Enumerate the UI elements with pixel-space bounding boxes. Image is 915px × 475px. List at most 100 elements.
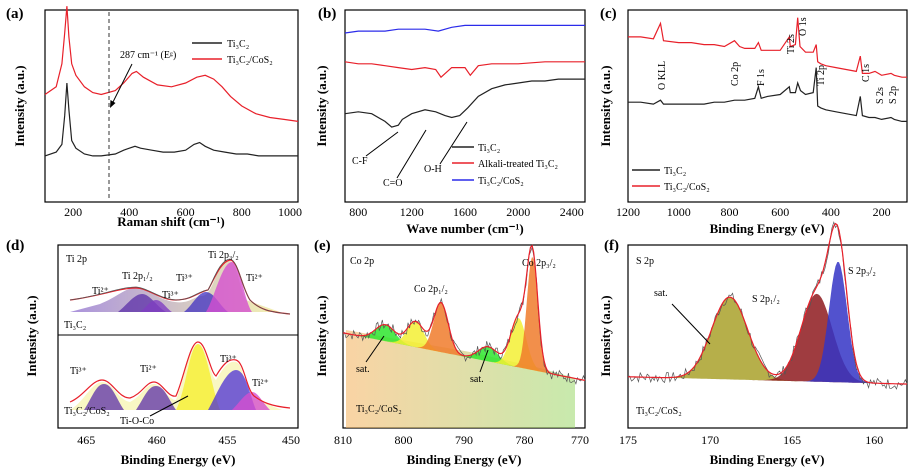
panel-c-xlabel: Binding Energy (eV) <box>710 221 825 236</box>
raw-spectrum <box>627 221 908 390</box>
panel-a-arrowhead <box>110 100 116 108</box>
panel-f-label-2p32: S 2p₃/₂ <box>848 266 876 277</box>
panel-a-series <box>44 6 299 157</box>
panel-c-frame <box>627 9 908 203</box>
panel-e-xtick: 800 <box>395 433 413 447</box>
panel-b-arrow-oh <box>439 121 468 165</box>
panel-d-lower-label: Ti²⁺ <box>252 378 269 389</box>
panel-d-upper-label: Ti²⁺ <box>92 286 109 297</box>
panel-a-legend: Ti₃C₂ Ti₃C₂/CoS₂ <box>192 39 273 66</box>
panel-d-lower-peak <box>136 386 176 410</box>
panel-a: (a) Intensity (a.u.) Raman shift (cm⁻¹) … <box>6 6 302 229</box>
panel-a-ylabel: Intensity (a.u.) <box>12 65 27 146</box>
legend-label: Ti₃C₂ <box>664 166 686 177</box>
peak-fill-5 <box>343 256 585 381</box>
legend-label: Ti₃C₂ <box>478 143 500 154</box>
peak-label: Ti 2s <box>786 34 797 54</box>
panel-e-title: Co 2p <box>350 256 374 267</box>
panel-d-lower-label: Ti-O-Co <box>120 416 154 427</box>
peak-label: O 1s <box>798 17 809 36</box>
panel-d-lower-peaks <box>69 341 291 410</box>
panel-b-label: (b) <box>318 6 336 22</box>
panel-f-label-sat: sat. <box>654 288 668 299</box>
series-line-1 <box>628 17 907 78</box>
panel-f-xticks: 175 170 165 160 <box>619 433 883 447</box>
panel-b-xtick: 2400 <box>560 205 584 219</box>
panel-d-upper-peak <box>206 262 252 312</box>
panel-d-arrow <box>149 395 189 417</box>
panel-b: (b) Intensity (a.u.) Wave number (cm⁻¹) … <box>314 6 586 236</box>
panel-a-xtick: 400 <box>120 205 138 219</box>
panel-d-upper-peaks <box>69 258 291 315</box>
panel-b-xtick: 2000 <box>506 205 530 219</box>
panel-d-upper-label: Ti³⁺ <box>176 273 193 284</box>
series-line-1 <box>344 61 585 79</box>
panel-e-label-sat1: sat. <box>356 364 370 375</box>
panel-b-arrow-co <box>396 129 427 179</box>
panel-e-xtick: 790 <box>455 433 473 447</box>
peak-label: O KLL <box>657 61 668 90</box>
panel-e-xtick: 810 <box>334 433 352 447</box>
panel-e-background-fill <box>346 330 575 428</box>
panel-e-xticks: 810 800 790 780 770 <box>334 433 589 447</box>
panel-f-frame <box>627 244 908 429</box>
panel-d-lower-peak <box>176 344 220 410</box>
panel-e-label-2p32: Co 2p₃/₂ <box>522 258 556 269</box>
panel-d-xtick: 465 <box>77 433 95 447</box>
legend-label: Ti₃C₂/CoS₂ <box>478 176 524 187</box>
panel-d-label: (d) <box>6 238 24 254</box>
panel-a-frame <box>44 9 299 203</box>
panel-b-xticks: 800 1200 1600 2000 2400 <box>349 205 583 219</box>
panel-d-upper-label: Ti 2p₁/₂ <box>122 271 153 282</box>
panel-c-xtick: 400 <box>822 205 840 219</box>
panel-f-xtick: 160 <box>865 433 883 447</box>
panel-b-frame <box>344 9 586 203</box>
panel-c-label: (c) <box>600 6 617 22</box>
peak-label: Co 2p <box>730 62 741 86</box>
panel-d-xlabel: Binding Energy (eV) <box>121 452 236 467</box>
panel-c-legend: Ti₃C₂ Ti₃C₂/CoS₂ <box>632 166 710 193</box>
panel-d-upper-label: Ti 2p₃/₂ <box>208 250 239 261</box>
panel-a-label: (a) <box>6 6 24 22</box>
panel-b-xtick: 1200 <box>400 205 424 219</box>
panel-a-annotation: 287 cm⁻¹ (Eᵍ) <box>120 50 176 61</box>
series-line-0 <box>628 67 907 123</box>
panel-b-annotation-co: C=O <box>383 178 403 189</box>
panel-d-xtick: 455 <box>218 433 236 447</box>
panel-e: (e) Intensity (a.u.) Binding Energy (eV)… <box>314 238 589 467</box>
panel-c-series <box>628 17 907 123</box>
series-line-0 <box>344 78 585 128</box>
panel-f-xlabel: Binding Energy (eV) <box>710 452 825 467</box>
panel-c-ylabel: Intensity (a.u.) <box>598 65 613 146</box>
peak-label: S 2s <box>875 87 886 104</box>
panel-b-xlabel: Wave number (cm⁻¹) <box>406 221 523 236</box>
panel-e-label: (e) <box>314 238 331 254</box>
panel-b-ylabel: Intensity (a.u.) <box>314 65 329 146</box>
panel-d-upper-label: Ti²⁺ <box>246 273 263 284</box>
panel-f-ylabel: Intensity (a.u.) <box>598 295 613 376</box>
panel-b-xtick: 1600 <box>453 205 477 219</box>
panel-d-lower-label: Ti²⁺ <box>140 364 157 375</box>
panel-a-xtick: 600 <box>177 205 195 219</box>
panel-f-sample: Ti₃C₂/CoS₂ <box>636 406 682 417</box>
fit-envelope <box>628 222 908 385</box>
panel-d-xticks: 465 460 455 450 <box>77 433 300 447</box>
panel-e-ylabel: Intensity (a.u.) <box>314 295 329 376</box>
legend-label: Ti₃C₂/CoS₂ <box>664 182 710 193</box>
panel-a-xtick: 800 <box>233 205 251 219</box>
panel-d-lower-label: Ti³⁺ <box>70 366 87 377</box>
peak-label: C 1s <box>861 64 872 82</box>
panel-a-xticks: 200 400 600 800 1000 <box>64 205 302 219</box>
peak-label: F 1s <box>756 69 767 86</box>
panel-b-legend: Ti₃C₂ Alkali-treated Ti₃C₂ Ti₃C₂/CoS₂ <box>452 143 558 187</box>
panel-d-upper-label: Ti³⁺ <box>162 290 179 301</box>
panel-b-annotation-cf: C-F <box>352 156 368 167</box>
panel-c-peak-labels: O KLL Co 2p F 1s Ti 2s O 1s Ti 2p C 1s S… <box>657 17 899 104</box>
panel-b-annotation-oh: O-H <box>424 164 442 175</box>
panel-e-xtick: 780 <box>516 433 534 447</box>
panel-d-ylabel: Intensity (a.u.) <box>24 295 39 376</box>
panel-b-arrow-cf <box>365 131 399 157</box>
panel-f: (f) Intensity (a.u.) Binding Energy (eV)… <box>598 221 908 467</box>
panel-d-lower-fit <box>69 341 291 409</box>
